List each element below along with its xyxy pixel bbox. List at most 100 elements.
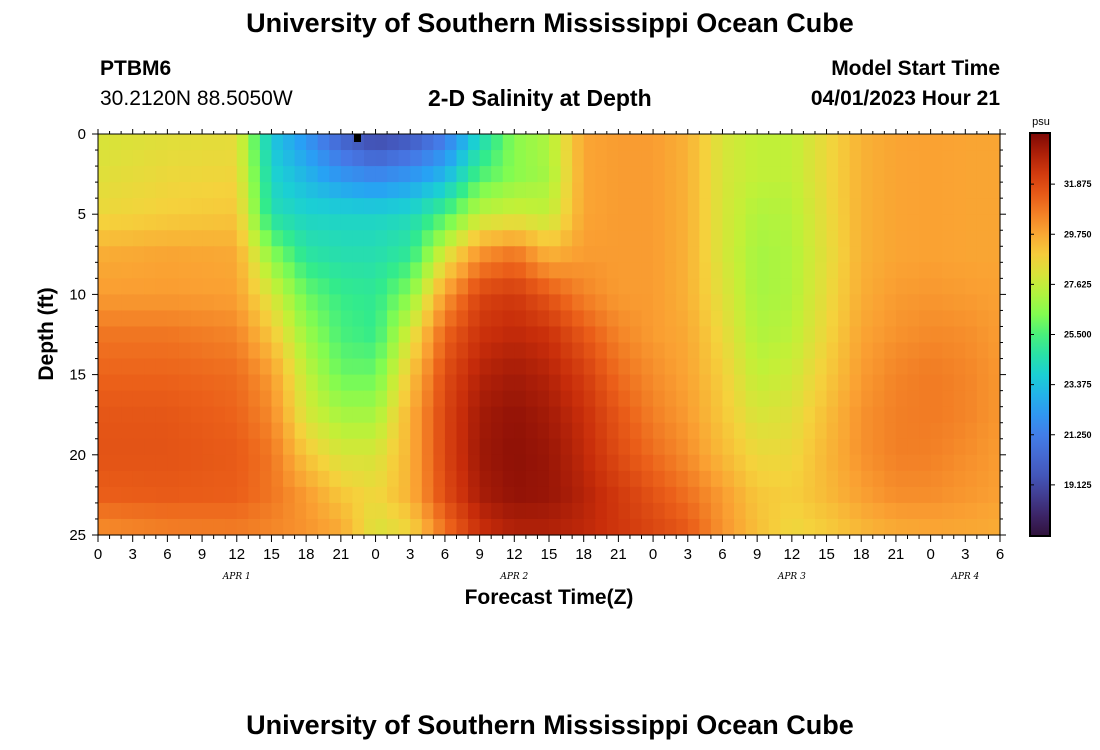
heatmap-cell	[687, 390, 700, 408]
heatmap-cell	[236, 294, 249, 312]
heatmap-cell	[155, 246, 168, 263]
heatmap-cell	[629, 214, 643, 231]
heatmap-cell	[895, 326, 909, 344]
heatmap-cell	[352, 518, 365, 536]
heatmap-cell	[363, 374, 377, 392]
heatmap-cell	[144, 150, 157, 167]
heatmap-cell	[144, 438, 157, 456]
heatmap-cell	[444, 518, 458, 536]
heatmap-cell	[687, 310, 700, 328]
heatmap-cell	[236, 230, 249, 247]
heatmap-cell	[930, 246, 943, 263]
heatmap-cell	[549, 454, 562, 472]
heatmap-cell	[456, 454, 469, 472]
heatmap-cell	[768, 182, 781, 199]
heatmap-cell	[363, 518, 377, 536]
heatmap-cell	[653, 374, 666, 392]
heatmap-cell	[595, 470, 608, 488]
heatmap-cell	[306, 310, 319, 328]
heatmap-cell	[317, 470, 330, 488]
heatmap-cell	[248, 262, 261, 279]
heatmap-cell	[329, 278, 342, 295]
heatmap-cell	[907, 134, 920, 151]
heatmap-cell	[387, 438, 400, 456]
heatmap-cell	[340, 278, 354, 295]
heatmap-cell	[456, 406, 469, 424]
heatmap-cell	[849, 422, 862, 440]
heatmap-cell	[410, 294, 423, 312]
heatmap-cell	[895, 422, 909, 440]
heatmap-cell	[653, 166, 666, 183]
heatmap-cell	[456, 310, 469, 328]
heatmap-cell	[329, 326, 342, 344]
heatmap-cell	[699, 326, 712, 344]
heatmap-cell	[514, 486, 527, 504]
heatmap-cell	[930, 278, 943, 295]
heatmap-cell	[109, 214, 122, 231]
heatmap-cell	[664, 470, 677, 488]
heatmap-cell	[838, 502, 851, 520]
heatmap-cell	[965, 198, 978, 215]
heatmap-cell	[340, 150, 354, 167]
heatmap-cell	[861, 406, 874, 424]
heatmap-cell	[525, 198, 539, 215]
heatmap-cell	[144, 374, 157, 392]
heatmap-cell	[791, 358, 805, 376]
heatmap-cell	[734, 278, 747, 295]
heatmap-cell	[606, 422, 619, 440]
heatmap-cell	[872, 390, 885, 408]
heatmap-cell	[549, 502, 562, 520]
heatmap-cell	[757, 326, 770, 344]
heatmap-cell	[340, 374, 354, 392]
heatmap-cell	[259, 294, 273, 312]
heatmap-cell	[826, 214, 839, 231]
heatmap-cell	[965, 406, 978, 424]
heatmap-cell	[121, 166, 134, 183]
heatmap-cell	[710, 374, 724, 392]
heatmap-cell	[329, 518, 342, 536]
heatmap-cell	[190, 454, 203, 472]
heatmap-cell	[236, 438, 249, 456]
heatmap-cell	[259, 230, 273, 247]
heatmap-cell	[491, 230, 504, 247]
heatmap-cell	[734, 390, 747, 408]
heatmap-cell	[236, 406, 249, 424]
heatmap-cell	[549, 246, 562, 263]
heatmap-cell	[502, 134, 515, 151]
heatmap-cell	[919, 518, 932, 536]
heatmap-cell	[710, 134, 724, 151]
heatmap-cell	[710, 390, 724, 408]
heatmap-cell	[814, 454, 828, 472]
heatmap-cell	[167, 150, 180, 167]
heatmap-cell	[757, 422, 770, 440]
heatmap-cell	[653, 262, 666, 279]
heatmap-cell	[618, 438, 631, 456]
heatmap-cell	[676, 262, 689, 279]
heatmap-cell	[190, 422, 203, 440]
heatmap-cell	[352, 150, 365, 167]
heatmap-cell	[884, 406, 897, 424]
heatmap-cell	[653, 470, 666, 488]
heatmap-cell	[583, 198, 596, 215]
heatmap-cell	[433, 230, 446, 247]
heatmap-cell	[121, 342, 134, 360]
heatmap-cell	[271, 150, 284, 167]
heatmap-cell	[722, 342, 735, 360]
heatmap-cell	[734, 134, 747, 151]
heatmap-cell	[907, 294, 920, 312]
heatmap-cell	[872, 486, 885, 504]
heatmap-cell	[352, 230, 365, 247]
heatmap-cell	[629, 278, 643, 295]
heatmap-cell	[340, 454, 354, 472]
heatmap-cell	[537, 326, 550, 344]
heatmap-cell	[919, 406, 932, 424]
heatmap-cell	[687, 246, 700, 263]
heatmap-cell	[560, 454, 573, 472]
heatmap-cell	[468, 374, 481, 392]
heatmap-cell	[502, 166, 515, 183]
heatmap-cell	[132, 166, 145, 183]
heatmap-cell	[317, 150, 330, 167]
heatmap-cell	[976, 342, 990, 360]
heatmap-cell	[352, 502, 365, 520]
heatmap-cell	[907, 214, 920, 231]
